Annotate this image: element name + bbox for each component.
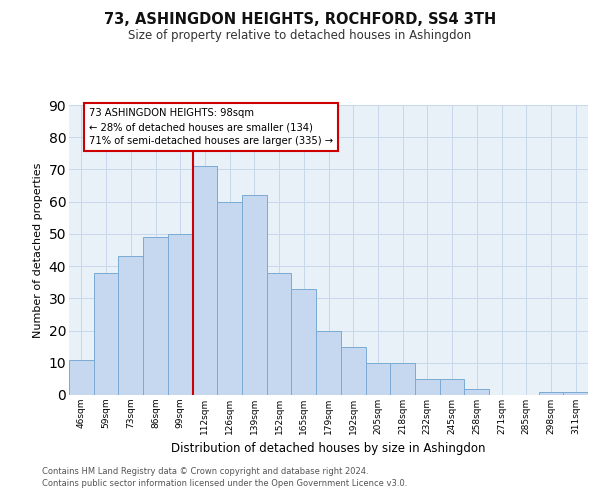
Bar [217,202,242,395]
Text: 73 ASHINGDON HEIGHTS: 98sqm
← 28% of detached houses are smaller (134)
71% of se: 73 ASHINGDON HEIGHTS: 98sqm ← 28% of det… [89,108,333,146]
Bar [440,379,464,395]
Text: Size of property relative to detached houses in Ashingdon: Size of property relative to detached ho… [128,29,472,42]
Bar [267,272,292,395]
Bar [464,388,489,395]
Bar [69,360,94,395]
Bar [118,256,143,395]
Bar [365,363,390,395]
Bar [242,195,267,395]
X-axis label: Distribution of detached houses by size in Ashingdon: Distribution of detached houses by size … [171,442,486,456]
Text: Contains HM Land Registry data © Crown copyright and database right 2024.
Contai: Contains HM Land Registry data © Crown c… [42,466,407,487]
Y-axis label: Number of detached properties: Number of detached properties [33,162,43,338]
Bar [94,272,118,395]
Bar [390,363,415,395]
Bar [292,288,316,395]
Bar [539,392,563,395]
Bar [143,237,168,395]
Bar [193,166,217,395]
Bar [563,392,588,395]
Text: 73, ASHINGDON HEIGHTS, ROCHFORD, SS4 3TH: 73, ASHINGDON HEIGHTS, ROCHFORD, SS4 3TH [104,12,496,28]
Bar [316,330,341,395]
Bar [341,346,365,395]
Bar [168,234,193,395]
Bar [415,379,440,395]
